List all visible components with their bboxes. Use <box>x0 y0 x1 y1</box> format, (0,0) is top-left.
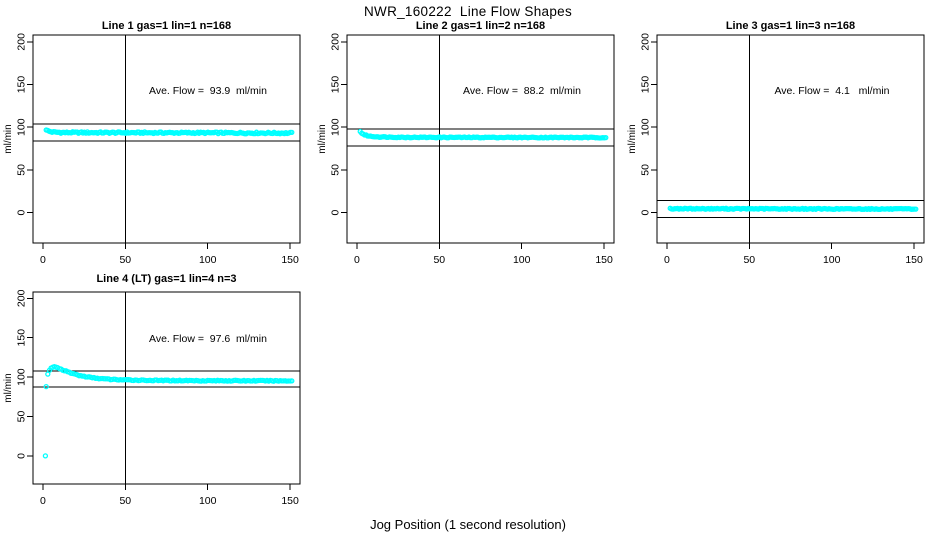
panel2-annotation: Ave. Flow = 88.2 ml/min <box>463 85 581 97</box>
x-tick-label: 0 <box>354 254 360 266</box>
x-tick-label: 0 <box>40 495 46 507</box>
figure-title: NWR_160222 Line Flow Shapes <box>363 4 572 19</box>
x-tick-label: 100 <box>823 254 841 266</box>
x-tick-label: 0 <box>664 254 670 266</box>
panel3-y-axis-label: ml/min <box>627 124 638 154</box>
data-point <box>42 453 49 459</box>
x-tick-label: 100 <box>199 254 217 266</box>
panel2-title: Line 2 gas=1 lin=2 n=168 <box>415 20 546 32</box>
y-tick-label: 0 <box>640 210 652 216</box>
y-tick-label: 100 <box>330 118 342 136</box>
y-tick-label: 100 <box>640 118 652 136</box>
x-tick-label: 150 <box>281 495 299 507</box>
data-point <box>289 129 295 136</box>
panel4-title: Line 4 (LT) gas=1 lin=4 n=3 <box>96 273 237 285</box>
y-tick-label: 50 <box>640 164 652 176</box>
x-tick-label: 50 <box>433 254 445 266</box>
y-tick-label: 50 <box>16 411 28 423</box>
x-tick-label: 0 <box>40 254 46 266</box>
y-tick-label: 50 <box>330 164 342 176</box>
panel1-y-axis-label: ml/min <box>3 124 14 154</box>
y-tick-label: 150 <box>640 76 652 94</box>
y-tick-label: 200 <box>640 33 652 51</box>
panel2-y-axis-label: ml/min <box>317 124 328 154</box>
x-tick-label: 50 <box>743 254 755 266</box>
y-tick-label: 100 <box>16 368 28 386</box>
x-tick-label: 50 <box>119 495 131 507</box>
y-tick-label: 0 <box>16 453 28 459</box>
x-axis-label: Jog Position (1 second resolution) <box>370 517 566 532</box>
plot-box <box>346 34 615 244</box>
y-tick-label: 200 <box>16 289 28 307</box>
x-tick-label: 150 <box>281 254 299 266</box>
x-tick-label: 50 <box>119 254 131 266</box>
plot-box <box>32 291 301 485</box>
data-point <box>913 206 919 212</box>
x-tick-label: 100 <box>513 254 531 266</box>
y-tick-label: 200 <box>330 33 342 51</box>
y-tick-label: 100 <box>16 118 28 136</box>
panel3-title: Line 3 gas=1 lin=3 n=168 <box>725 20 856 32</box>
y-tick-label: 0 <box>330 210 342 216</box>
panel4-y-axis-label: ml/min <box>3 373 14 403</box>
y-tick-label: 150 <box>330 76 342 94</box>
x-tick-label: 150 <box>905 254 923 266</box>
panel1-annotation: Ave. Flow = 93.9 ml/min <box>149 85 267 97</box>
x-tick-label: 100 <box>199 495 217 507</box>
data-point <box>289 378 295 384</box>
y-tick-label: 150 <box>16 76 28 94</box>
y-tick-label: 50 <box>16 164 28 176</box>
y-tick-label: 0 <box>16 210 28 216</box>
plot-box <box>656 34 925 244</box>
y-tick-label: 200 <box>16 33 28 51</box>
y-tick-label: 150 <box>16 329 28 347</box>
panel3-annotation: Ave. Flow = 4.1 ml/min <box>774 85 890 97</box>
data-point <box>43 383 49 390</box>
data-point <box>603 134 609 141</box>
x-tick-label: 150 <box>595 254 613 266</box>
panel1-title: Line 1 gas=1 lin=1 n=168 <box>101 20 232 32</box>
panel4-annotation: Ave. Flow = 97.6 ml/min <box>149 333 267 345</box>
plot-box <box>32 34 301 244</box>
